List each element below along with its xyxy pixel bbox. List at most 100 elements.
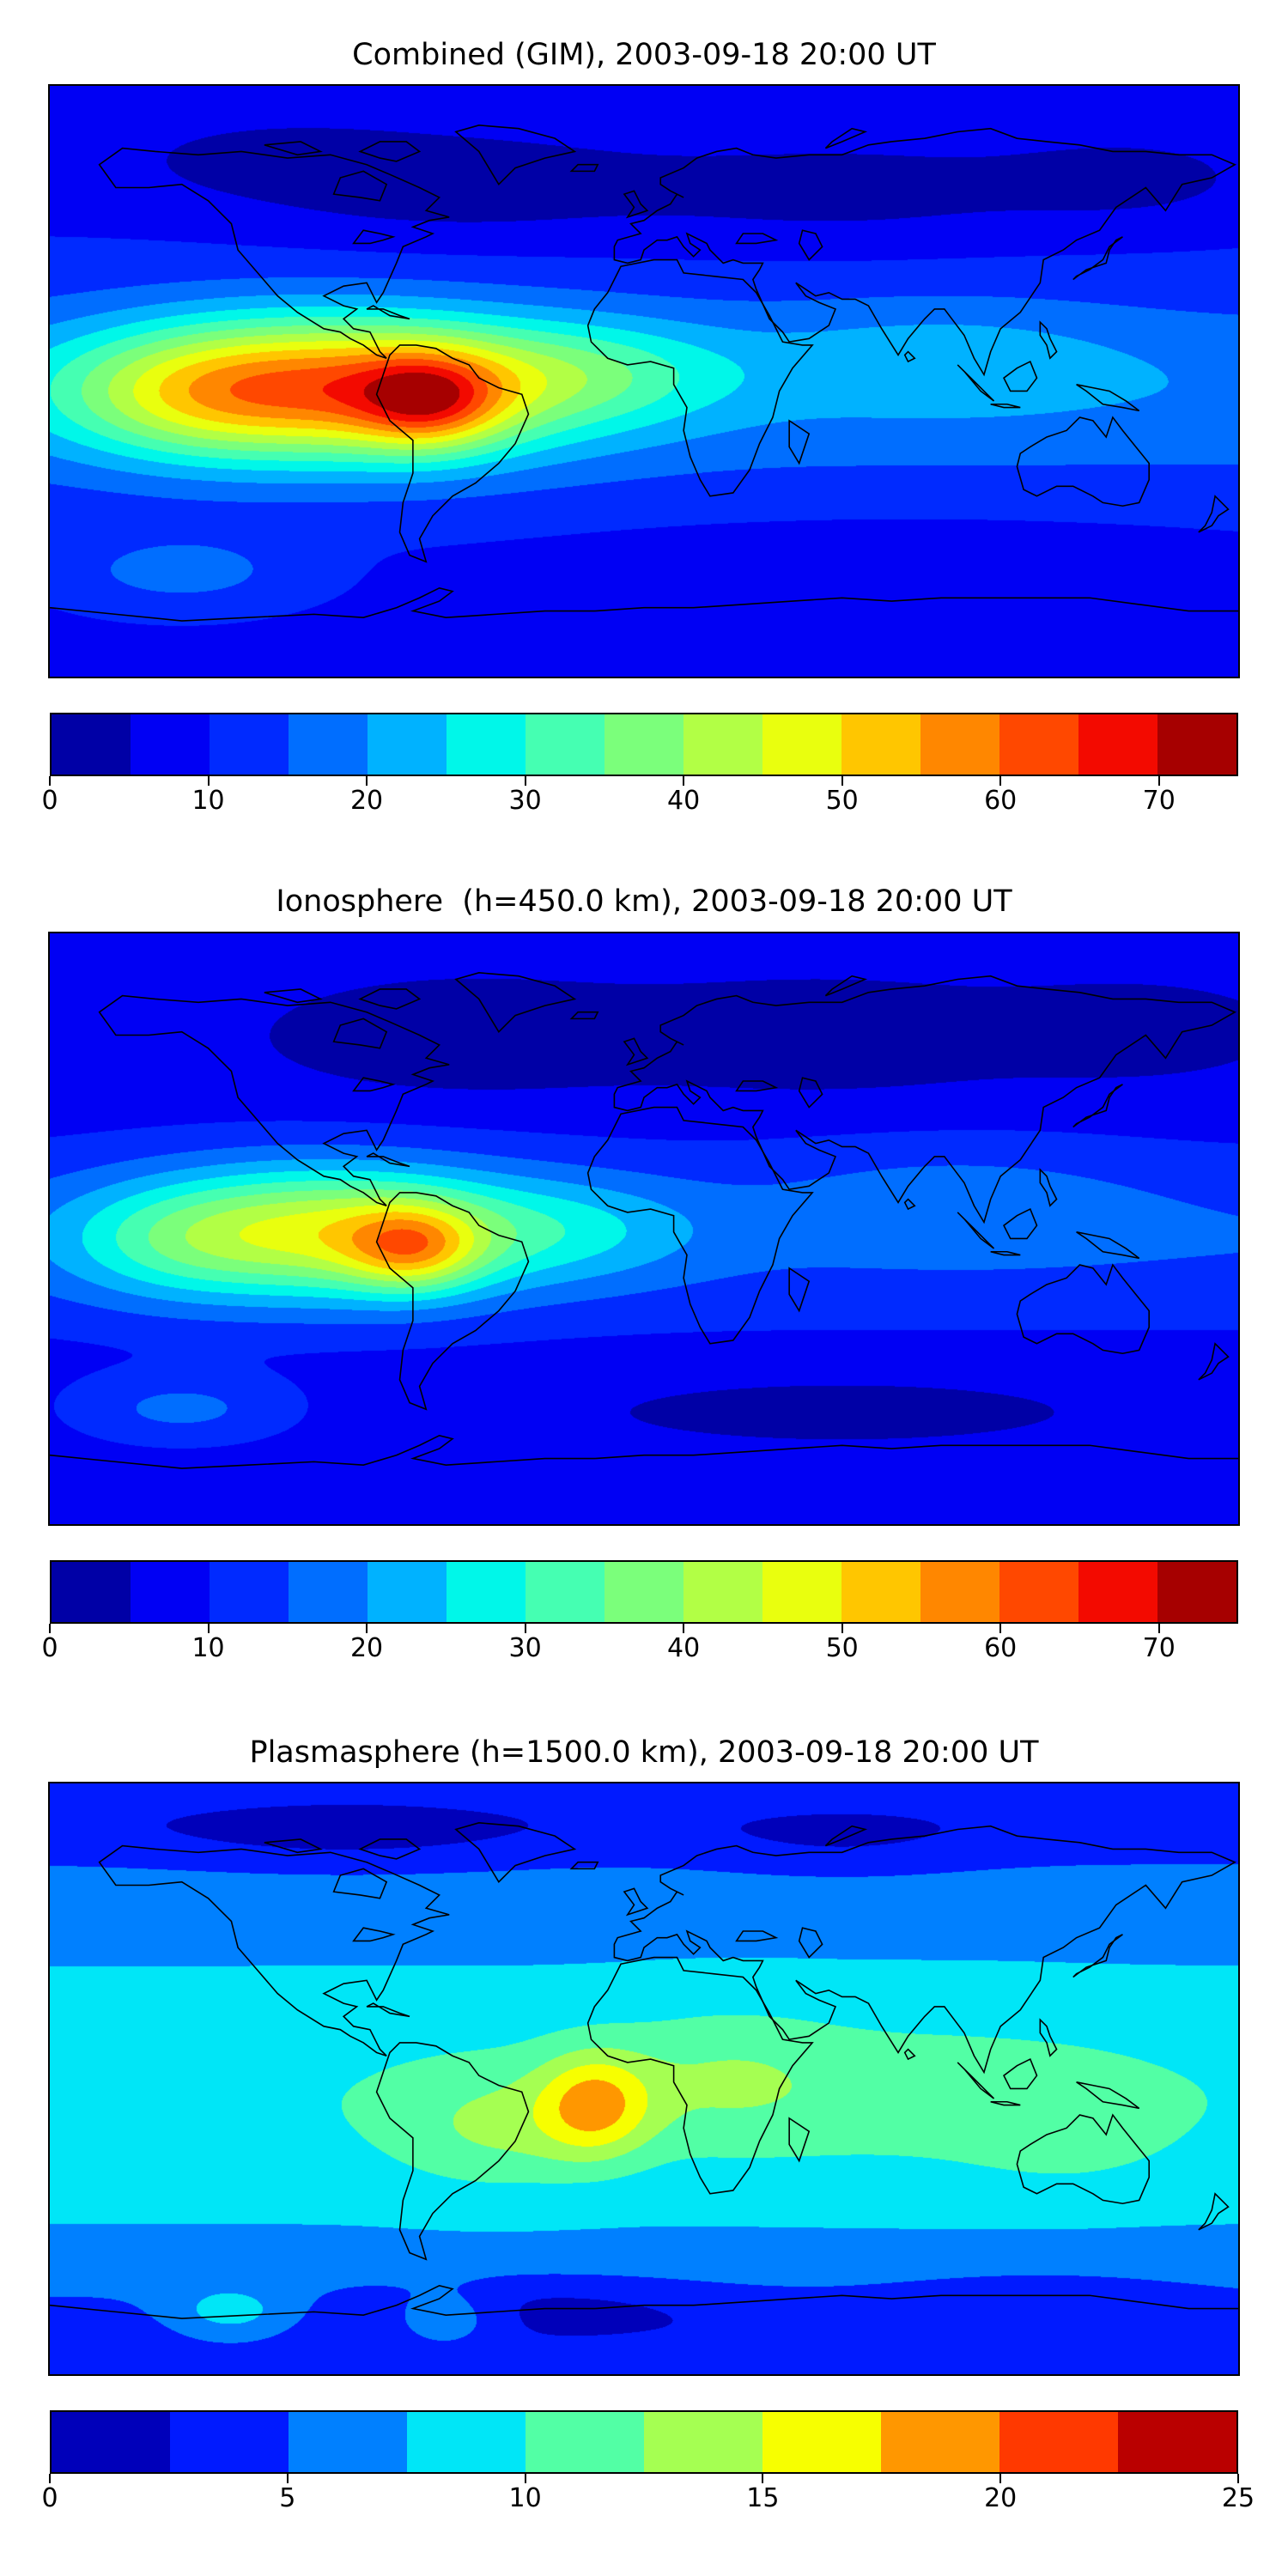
coastline-path	[825, 975, 865, 995]
coastline-path	[264, 988, 320, 1001]
world-map	[48, 1781, 1240, 2376]
colorbar-segment	[920, 1561, 999, 1622]
coastline-path	[1199, 496, 1229, 532]
colorbar-tickmark	[366, 776, 368, 787]
coastline-path	[360, 142, 419, 161]
colorbar-tick-label: 50	[825, 1632, 859, 1663]
coastline-path	[334, 172, 387, 201]
colorbar-tick-label: 25	[1221, 2482, 1255, 2513]
colorbar-segment	[407, 2411, 526, 2472]
coastline-path	[334, 1868, 387, 1898]
world-map	[48, 84, 1240, 679]
colorbar-segment	[920, 714, 999, 775]
panel-plasmasphere: Plasmasphere (h=1500.0 km), 2003-09-18 2…	[0, 1670, 1288, 2520]
colorbar-ticks: 0 5 10 15 20 25	[41, 2473, 1255, 2520]
coastlines-overlay	[50, 933, 1238, 1524]
coastline-path	[957, 1212, 993, 1248]
colorbar-segment	[131, 714, 210, 775]
coastline-path	[799, 1078, 823, 1107]
coastline-path	[354, 1078, 393, 1091]
coastline-path	[100, 1845, 450, 2056]
colorbar-segment	[289, 1561, 368, 1622]
panel-ionosphere: Ionosphere (h=450.0 km), 2003-09-18 20:0…	[0, 823, 1288, 1669]
colorbar-tickmark	[49, 2473, 51, 2483]
coastline-path	[360, 988, 419, 1008]
coastline-path	[571, 165, 598, 172]
coastlines-overlay	[50, 86, 1238, 677]
colorbar-tickmark	[999, 1623, 1002, 1633]
colorbar-tickmark	[207, 776, 210, 787]
coastline-path	[456, 1823, 574, 1882]
coastline-path	[1040, 2020, 1056, 2056]
colorbar-segment	[1118, 2411, 1236, 2472]
coastline-path	[1077, 2082, 1139, 2109]
colorbar-tickmark	[207, 1623, 210, 1633]
colorbar-tickmark	[286, 2473, 289, 2483]
coastline-path	[367, 306, 410, 319]
coastline-path	[624, 191, 647, 218]
coastline-path	[1077, 1231, 1139, 1258]
colorbar-segment	[1078, 714, 1157, 775]
colorbar-segment	[447, 714, 526, 775]
colorbar-tickmark	[999, 2473, 1002, 2483]
coastline-path	[588, 260, 812, 496]
coastline-path	[571, 1012, 598, 1018]
coastline-path	[1077, 385, 1139, 411]
coastline-path	[354, 1928, 393, 1941]
coastline-path	[1073, 1084, 1123, 1127]
colorbar-segment	[683, 714, 762, 775]
colorbar-segment	[1078, 1561, 1157, 1622]
coastline-path	[825, 129, 865, 149]
colorbar-ticks: 0 10 20 30 40 50 60 70	[41, 776, 1238, 823]
colorbar: 0 10 20 30 40 50 60 70	[41, 713, 1238, 823]
colorbar-segment	[210, 1561, 289, 1622]
colorbar-tick-label: 60	[984, 786, 1018, 817]
colorbar-segment	[210, 714, 289, 775]
colorbar-segment	[526, 1561, 605, 1622]
coastline-path	[367, 1153, 410, 1166]
colorbar-tick-label: 0	[41, 2482, 58, 2513]
coastline-path	[571, 1862, 598, 1868]
colorbar: 0 10 20 30 40 50 60 70	[41, 1559, 1238, 1670]
coastline-path	[799, 230, 823, 259]
colorbar-tick-label: 30	[508, 1632, 542, 1663]
colorbar-tick-label: 10	[508, 2482, 542, 2513]
colorbar-tickmark	[524, 1623, 526, 1633]
coastline-path	[799, 1928, 823, 1957]
colorbar-tickmark	[524, 776, 526, 787]
colorbar-segment	[447, 1561, 526, 1622]
colorbar-segment	[526, 2411, 644, 2472]
coastline-path	[991, 404, 1021, 408]
colorbar-tickmark	[1157, 1623, 1160, 1633]
colorbar-tickmark	[366, 1623, 368, 1633]
coastline-path	[614, 129, 1235, 375]
colorbar-segment	[52, 714, 131, 775]
colorbar: 0 5 10 15 20 25	[41, 2409, 1255, 2520]
coastline-path	[789, 2118, 809, 2161]
coastline-path	[624, 1038, 647, 1065]
coastline-path	[1004, 361, 1036, 391]
colorbar-tick-label: 20	[349, 786, 384, 817]
colorbar-tick-label: 50	[825, 786, 859, 817]
coastline-path	[1040, 322, 1056, 358]
colorbar-gradient	[50, 1559, 1238, 1624]
coastline-path	[264, 1839, 320, 1852]
colorbar-tick-label: 20	[349, 1632, 384, 1663]
colorbar-tickmark	[1237, 2473, 1239, 2483]
coastline-path	[905, 2049, 915, 2058]
coastline-path	[100, 149, 450, 359]
colorbar-tickmark	[762, 2473, 764, 2483]
colorbar-segment	[762, 1561, 841, 1622]
coastline-path	[334, 1018, 387, 1048]
coastline-path	[50, 588, 1238, 621]
coastline-path	[264, 142, 320, 155]
colorbar-segment	[170, 2411, 289, 2472]
coastline-path	[377, 2043, 529, 2259]
colorbar-tick-label: 60	[984, 1632, 1018, 1663]
panel-title: Plasmasphere (h=1500.0 km), 2003-09-18 2…	[249, 1735, 1039, 1770]
colorbar-tickmark	[841, 776, 843, 787]
coastline-path	[456, 972, 574, 1031]
coastline-path	[367, 2003, 410, 2016]
coastline-path	[1199, 2194, 1229, 2230]
coastline-path	[737, 234, 776, 243]
